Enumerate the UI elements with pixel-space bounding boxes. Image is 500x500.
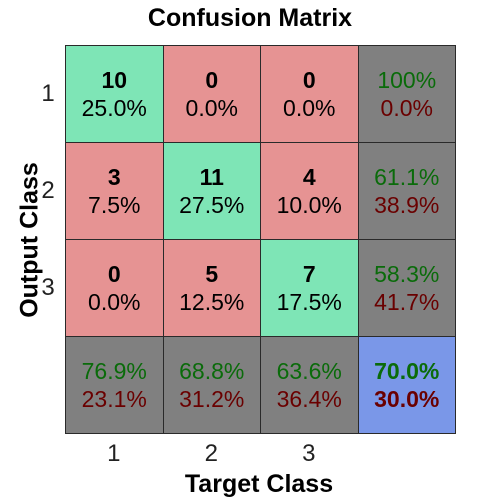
cell-count: 7: [302, 261, 316, 287]
row-incorrect-percent: 0.0%: [380, 95, 433, 121]
y-tick-label: 2: [41, 176, 55, 204]
x-tick-label: 2: [204, 440, 218, 467]
matrix-cell: 10 25.0%: [65, 45, 164, 143]
matrix-cell: 7 17.5%: [260, 239, 359, 337]
cell-count: 0: [107, 261, 121, 287]
cell-percent: 0.0%: [185, 95, 238, 121]
cell-percent: 25.0%: [81, 95, 147, 121]
cell-percent: 7.5%: [88, 192, 141, 218]
column-correct-percent: 68.8%: [179, 358, 245, 384]
column-correct-percent: 63.6%: [276, 358, 342, 384]
matrix-cell: 0 0.0%: [65, 239, 164, 337]
matrix-cell: 11 27.5%: [162, 142, 261, 240]
y-tick-label: 3: [41, 273, 55, 301]
cell-count: 10: [101, 67, 128, 93]
cell-count: 3: [107, 164, 121, 190]
column-correct-percent: 76.9%: [81, 358, 147, 384]
row-correct-percent: 100%: [377, 67, 437, 93]
row-summary-cell: 100% 0.0%: [357, 45, 456, 143]
row-incorrect-percent: 38.9%: [374, 192, 440, 218]
matrix-cell: 0 0.0%: [260, 45, 359, 143]
row-incorrect-percent: 41.7%: [374, 289, 440, 315]
cell-count: 0: [302, 67, 316, 93]
matrix-cell: 3 7.5%: [65, 142, 164, 240]
matrix-cell: 0 0.0%: [162, 45, 261, 143]
cell-percent: 10.0%: [276, 192, 342, 218]
column-summary-cell: 63.6% 36.4%: [260, 336, 359, 434]
row-summary-cell: 58.3% 41.7%: [357, 239, 456, 337]
cell-count: 11: [199, 164, 224, 190]
confusion-matrix-grid: 10 25.0% 0 0.0% 0 0.0% 100% 0.0% 3 7.5% 11 27.5% 4 10…: [65, 45, 456, 434]
cell-percent: 0.0%: [88, 289, 141, 315]
matrix-cell: 5 12.5%: [162, 239, 261, 337]
row-correct-percent: 58.3%: [374, 261, 440, 287]
cell-percent: 27.5%: [179, 192, 245, 218]
overall-correct-percent: 70.0%: [374, 358, 440, 384]
cell-percent: 12.5%: [179, 289, 245, 315]
overall-incorrect-percent: 30.0%: [374, 386, 440, 412]
column-summary-cell: 68.8% 31.2%: [162, 336, 261, 434]
x-tick-label: 3: [302, 440, 316, 467]
row-correct-percent: 61.1%: [374, 164, 440, 190]
cell-percent: 17.5%: [276, 289, 342, 315]
cell-count: 0: [205, 67, 219, 93]
y-tick-label: 1: [41, 79, 55, 107]
column-incorrect-percent: 23.1%: [81, 386, 147, 412]
chart-title: Confusion Matrix: [147, 4, 353, 32]
row-summary-cell: 61.1% 38.9%: [357, 142, 456, 240]
column-summary-cell: 76.9% 23.1%: [65, 336, 164, 434]
cell-count: 5: [205, 261, 219, 287]
column-incorrect-percent: 36.4%: [276, 386, 342, 412]
x-tick-label: 1: [107, 440, 121, 467]
column-incorrect-percent: 31.2%: [179, 386, 245, 412]
overall-accuracy-cell: 70.0% 30.0%: [357, 336, 456, 434]
matrix-cell: 4 10.0%: [260, 142, 359, 240]
x-axis-label: Target Class: [184, 470, 334, 498]
cell-percent: 0.0%: [283, 95, 336, 121]
cell-count: 4: [302, 164, 316, 190]
